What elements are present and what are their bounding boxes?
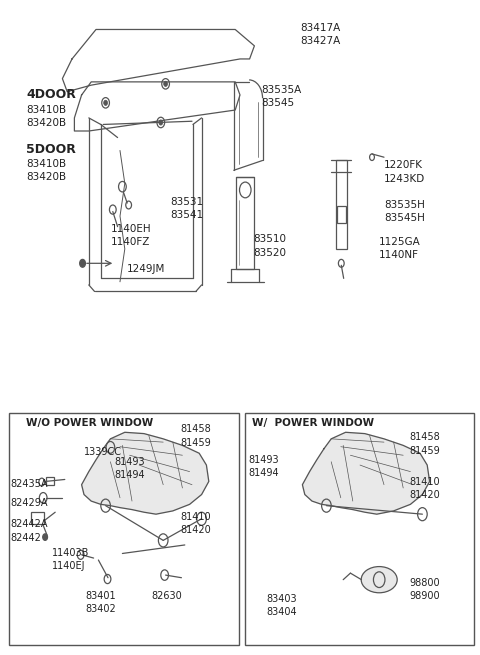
Bar: [337, 206, 346, 223]
Text: W/  POWER WINDOW: W/ POWER WINDOW: [252, 418, 374, 428]
Text: 81493
81494: 81493 81494: [114, 457, 145, 480]
Text: 5DOOR: 5DOOR: [26, 143, 76, 156]
Text: 83510
83520: 83510 83520: [253, 234, 286, 257]
Text: 98800
98900: 98800 98900: [409, 578, 440, 601]
Text: 1220FK
1243KD: 1220FK 1243KD: [384, 160, 425, 183]
Text: 81458
81459: 81458 81459: [409, 432, 440, 455]
Text: 83410B
83420B: 83410B 83420B: [26, 159, 67, 181]
Bar: [9, 413, 239, 645]
Text: 83401
83402: 83401 83402: [85, 591, 116, 614]
Bar: [236, 177, 254, 269]
Polygon shape: [302, 432, 430, 514]
Text: 83417A
83427A: 83417A 83427A: [300, 23, 340, 46]
Text: 1249JM: 1249JM: [127, 264, 166, 274]
Text: 1140EH
1140FZ: 1140EH 1140FZ: [110, 224, 151, 247]
Text: 83535H
83545H: 83535H 83545H: [384, 200, 425, 223]
Bar: [46, 477, 54, 485]
Circle shape: [80, 259, 85, 267]
Text: 81410
81420: 81410 81420: [180, 512, 211, 535]
Text: 4DOOR: 4DOOR: [26, 88, 76, 102]
Text: 83535A
83545: 83535A 83545: [262, 85, 302, 108]
Bar: [31, 512, 44, 524]
Text: 82630: 82630: [151, 591, 182, 601]
Text: W/O POWER WINDOW: W/O POWER WINDOW: [26, 418, 154, 428]
Text: 1339CC: 1339CC: [84, 447, 122, 457]
Text: 81410
81420: 81410 81420: [409, 477, 440, 500]
Text: 81493
81494: 81493 81494: [249, 455, 279, 478]
Bar: [336, 160, 347, 249]
Text: 83410B
83420B: 83410B 83420B: [26, 105, 67, 128]
Polygon shape: [82, 432, 209, 514]
Text: 82435A: 82435A: [11, 479, 48, 489]
Text: 82442A
82442: 82442A 82442: [11, 519, 48, 542]
Circle shape: [43, 534, 48, 540]
Ellipse shape: [361, 567, 397, 593]
Circle shape: [164, 81, 168, 86]
Circle shape: [159, 120, 163, 125]
Text: 83403
83404: 83403 83404: [266, 594, 297, 617]
Text: 81458
81459: 81458 81459: [180, 424, 211, 447]
Text: 82429A: 82429A: [11, 498, 48, 508]
Text: 11403B
1140EJ: 11403B 1140EJ: [52, 548, 89, 571]
Text: 83531
83541: 83531 83541: [170, 196, 204, 219]
Text: 1125GA
1140NF: 1125GA 1140NF: [379, 237, 421, 260]
Bar: [245, 413, 474, 645]
Circle shape: [104, 100, 108, 105]
